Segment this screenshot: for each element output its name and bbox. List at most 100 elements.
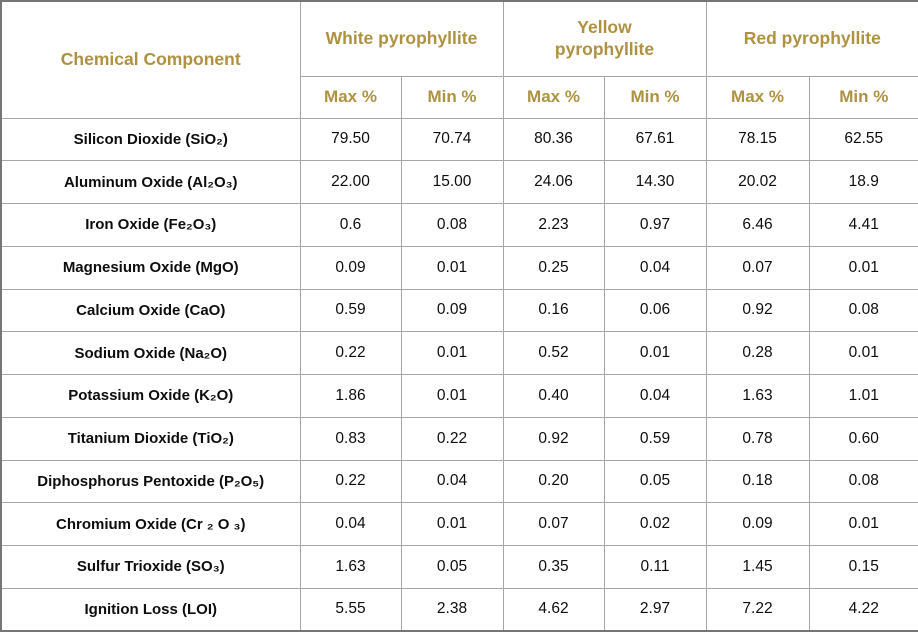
value-cell: 4.62	[502, 587, 605, 632]
table-row: Titanium Dioxide (TiO₂) 0.83 0.22 0.92 0…	[0, 416, 918, 461]
group-label-red: Red pyrophyllite	[743, 27, 881, 48]
value-cell: 1.01	[808, 374, 918, 418]
value-cell: 0.02	[603, 502, 707, 546]
table-row: Magnesium Oxide (MgO) 0.09 0.01 0.25 0.0…	[0, 245, 918, 290]
value-cell: 0.40	[502, 374, 605, 418]
value-cell: 0.07	[502, 502, 605, 546]
value-cell: 0.83	[299, 416, 402, 461]
column-group-white-pyrophyllite: White pyrophyllite	[299, 0, 504, 77]
value-cell: 0.01	[603, 331, 707, 375]
group-label-yellow: Yellow pyrophyllite	[554, 16, 655, 59]
value-cell: 0.01	[400, 331, 504, 375]
column-header-yellow-min: Min %	[603, 75, 707, 119]
value-cell: 24.06	[502, 160, 605, 204]
value-cell: 0.09	[299, 245, 402, 290]
value-cell: 15.00	[400, 160, 504, 204]
table-row: Iron Oxide (Fe₂O₃) 0.6 0.08 2.23 0.97 6.…	[0, 203, 918, 247]
value-cell: 20.02	[705, 160, 810, 204]
value-cell: 0.16	[502, 288, 605, 333]
value-cell: 1.63	[705, 374, 810, 418]
value-cell: 0.15	[808, 545, 918, 589]
group-label-white: White pyrophyllite	[325, 27, 478, 48]
value-cell: 0.35	[502, 545, 605, 589]
component-name: Potassium Oxide (K₂O)	[0, 374, 301, 418]
column-header-red-max: Max %	[705, 75, 810, 119]
value-cell: 0.01	[808, 502, 918, 546]
value-cell: 0.01	[400, 245, 504, 290]
table-row: Diphosphorus Pentoxide (P₂O₅) 0.22 0.04 …	[0, 459, 918, 504]
value-cell: 4.22	[808, 587, 918, 632]
value-cell: 70.74	[400, 117, 504, 162]
value-cell: 14.30	[603, 160, 707, 204]
value-cell: 4.41	[808, 203, 918, 247]
table-row: Silicon Dioxide (SiO₂) 79.50 70.74 80.36…	[0, 117, 918, 162]
value-cell: 5.55	[299, 587, 402, 632]
table-row: Ignition Loss (LOI) 5.55 2.38 4.62 2.97 …	[0, 587, 918, 632]
value-cell: 0.01	[808, 331, 918, 375]
value-cell: 18.9	[808, 160, 918, 204]
component-name: Sulfur Trioxide (SO₃)	[0, 545, 301, 589]
table-row: Potassium Oxide (K₂O) 1.86 0.01 0.40 0.0…	[0, 374, 918, 418]
value-cell: 22.00	[299, 160, 402, 204]
value-cell: 0.59	[299, 288, 402, 333]
value-cell: 0.09	[705, 502, 810, 546]
table-row: Sodium Oxide (Na₂O) 0.22 0.01 0.52 0.01 …	[0, 331, 918, 375]
table-header: Chemical Component White pyrophyllite Ye…	[0, 0, 918, 119]
value-cell: 0.06	[603, 288, 707, 333]
value-cell: 0.04	[603, 245, 707, 290]
column-header-chemical-component: Chemical Component	[0, 0, 301, 119]
value-cell: 0.25	[502, 245, 605, 290]
value-cell: 0.78	[705, 416, 810, 461]
component-name: Magnesium Oxide (MgO)	[0, 245, 301, 290]
value-cell: 0.09	[400, 288, 504, 333]
value-cell: 1.86	[299, 374, 402, 418]
value-cell: 0.04	[603, 374, 707, 418]
value-cell: 0.08	[808, 459, 918, 504]
value-cell: 2.23	[502, 203, 605, 247]
value-cell: 2.38	[400, 587, 504, 632]
value-cell: 67.61	[603, 117, 707, 162]
header-group-row: Chemical Component White pyrophyllite Ye…	[0, 0, 918, 119]
value-cell: 7.22	[705, 587, 810, 632]
value-cell: 0.22	[400, 416, 504, 461]
value-cell: 2.97	[603, 587, 707, 632]
value-cell: 0.11	[603, 545, 707, 589]
component-name: Iron Oxide (Fe₂O₃)	[0, 203, 301, 247]
table-row: Chromium Oxide (Cr ₂ O ₃) 0.04 0.01 0.07…	[0, 502, 918, 546]
column-header-white-min: Min %	[400, 75, 504, 119]
value-cell: 0.05	[400, 545, 504, 589]
value-cell: 79.50	[299, 117, 402, 162]
value-cell: 0.6	[299, 203, 402, 247]
value-cell: 62.55	[808, 117, 918, 162]
value-cell: 0.04	[400, 459, 504, 504]
value-cell: 0.07	[705, 245, 810, 290]
value-cell: 0.05	[603, 459, 707, 504]
value-cell: 0.22	[299, 459, 402, 504]
value-cell: 0.18	[705, 459, 810, 504]
table-row: Calcium Oxide (CaO) 0.59 0.09 0.16 0.06 …	[0, 288, 918, 333]
component-name: Silicon Dioxide (SiO₂)	[0, 117, 301, 162]
value-cell: 0.08	[808, 288, 918, 333]
value-cell: 0.01	[808, 245, 918, 290]
value-cell: 0.52	[502, 331, 605, 375]
component-name: Aluminum Oxide (Al₂O₃)	[0, 160, 301, 204]
component-name: Diphosphorus Pentoxide (P₂O₅)	[0, 459, 301, 504]
value-cell: 0.20	[502, 459, 605, 504]
header-subrow: Max % Min % Max % Min % Max % Min %	[1, 75, 918, 119]
column-group-yellow-pyrophyllite: Yellow pyrophyllite	[502, 0, 707, 77]
value-cell: 0.01	[400, 502, 504, 546]
value-cell: 0.92	[705, 288, 810, 333]
value-cell: 0.28	[705, 331, 810, 375]
value-cell: 0.01	[400, 374, 504, 418]
value-cell: 1.63	[299, 545, 402, 589]
value-cell: 78.15	[705, 117, 810, 162]
value-cell: 0.59	[603, 416, 707, 461]
component-name: Calcium Oxide (CaO)	[0, 288, 301, 333]
component-name: Chromium Oxide (Cr ₂ O ₃)	[0, 502, 301, 546]
value-cell: 0.04	[299, 502, 402, 546]
value-cell: 0.22	[299, 331, 402, 375]
table-body: Silicon Dioxide (SiO₂) 79.50 70.74 80.36…	[0, 117, 918, 632]
column-header-white-max: Max %	[299, 75, 402, 119]
value-cell: 1.45	[705, 545, 810, 589]
